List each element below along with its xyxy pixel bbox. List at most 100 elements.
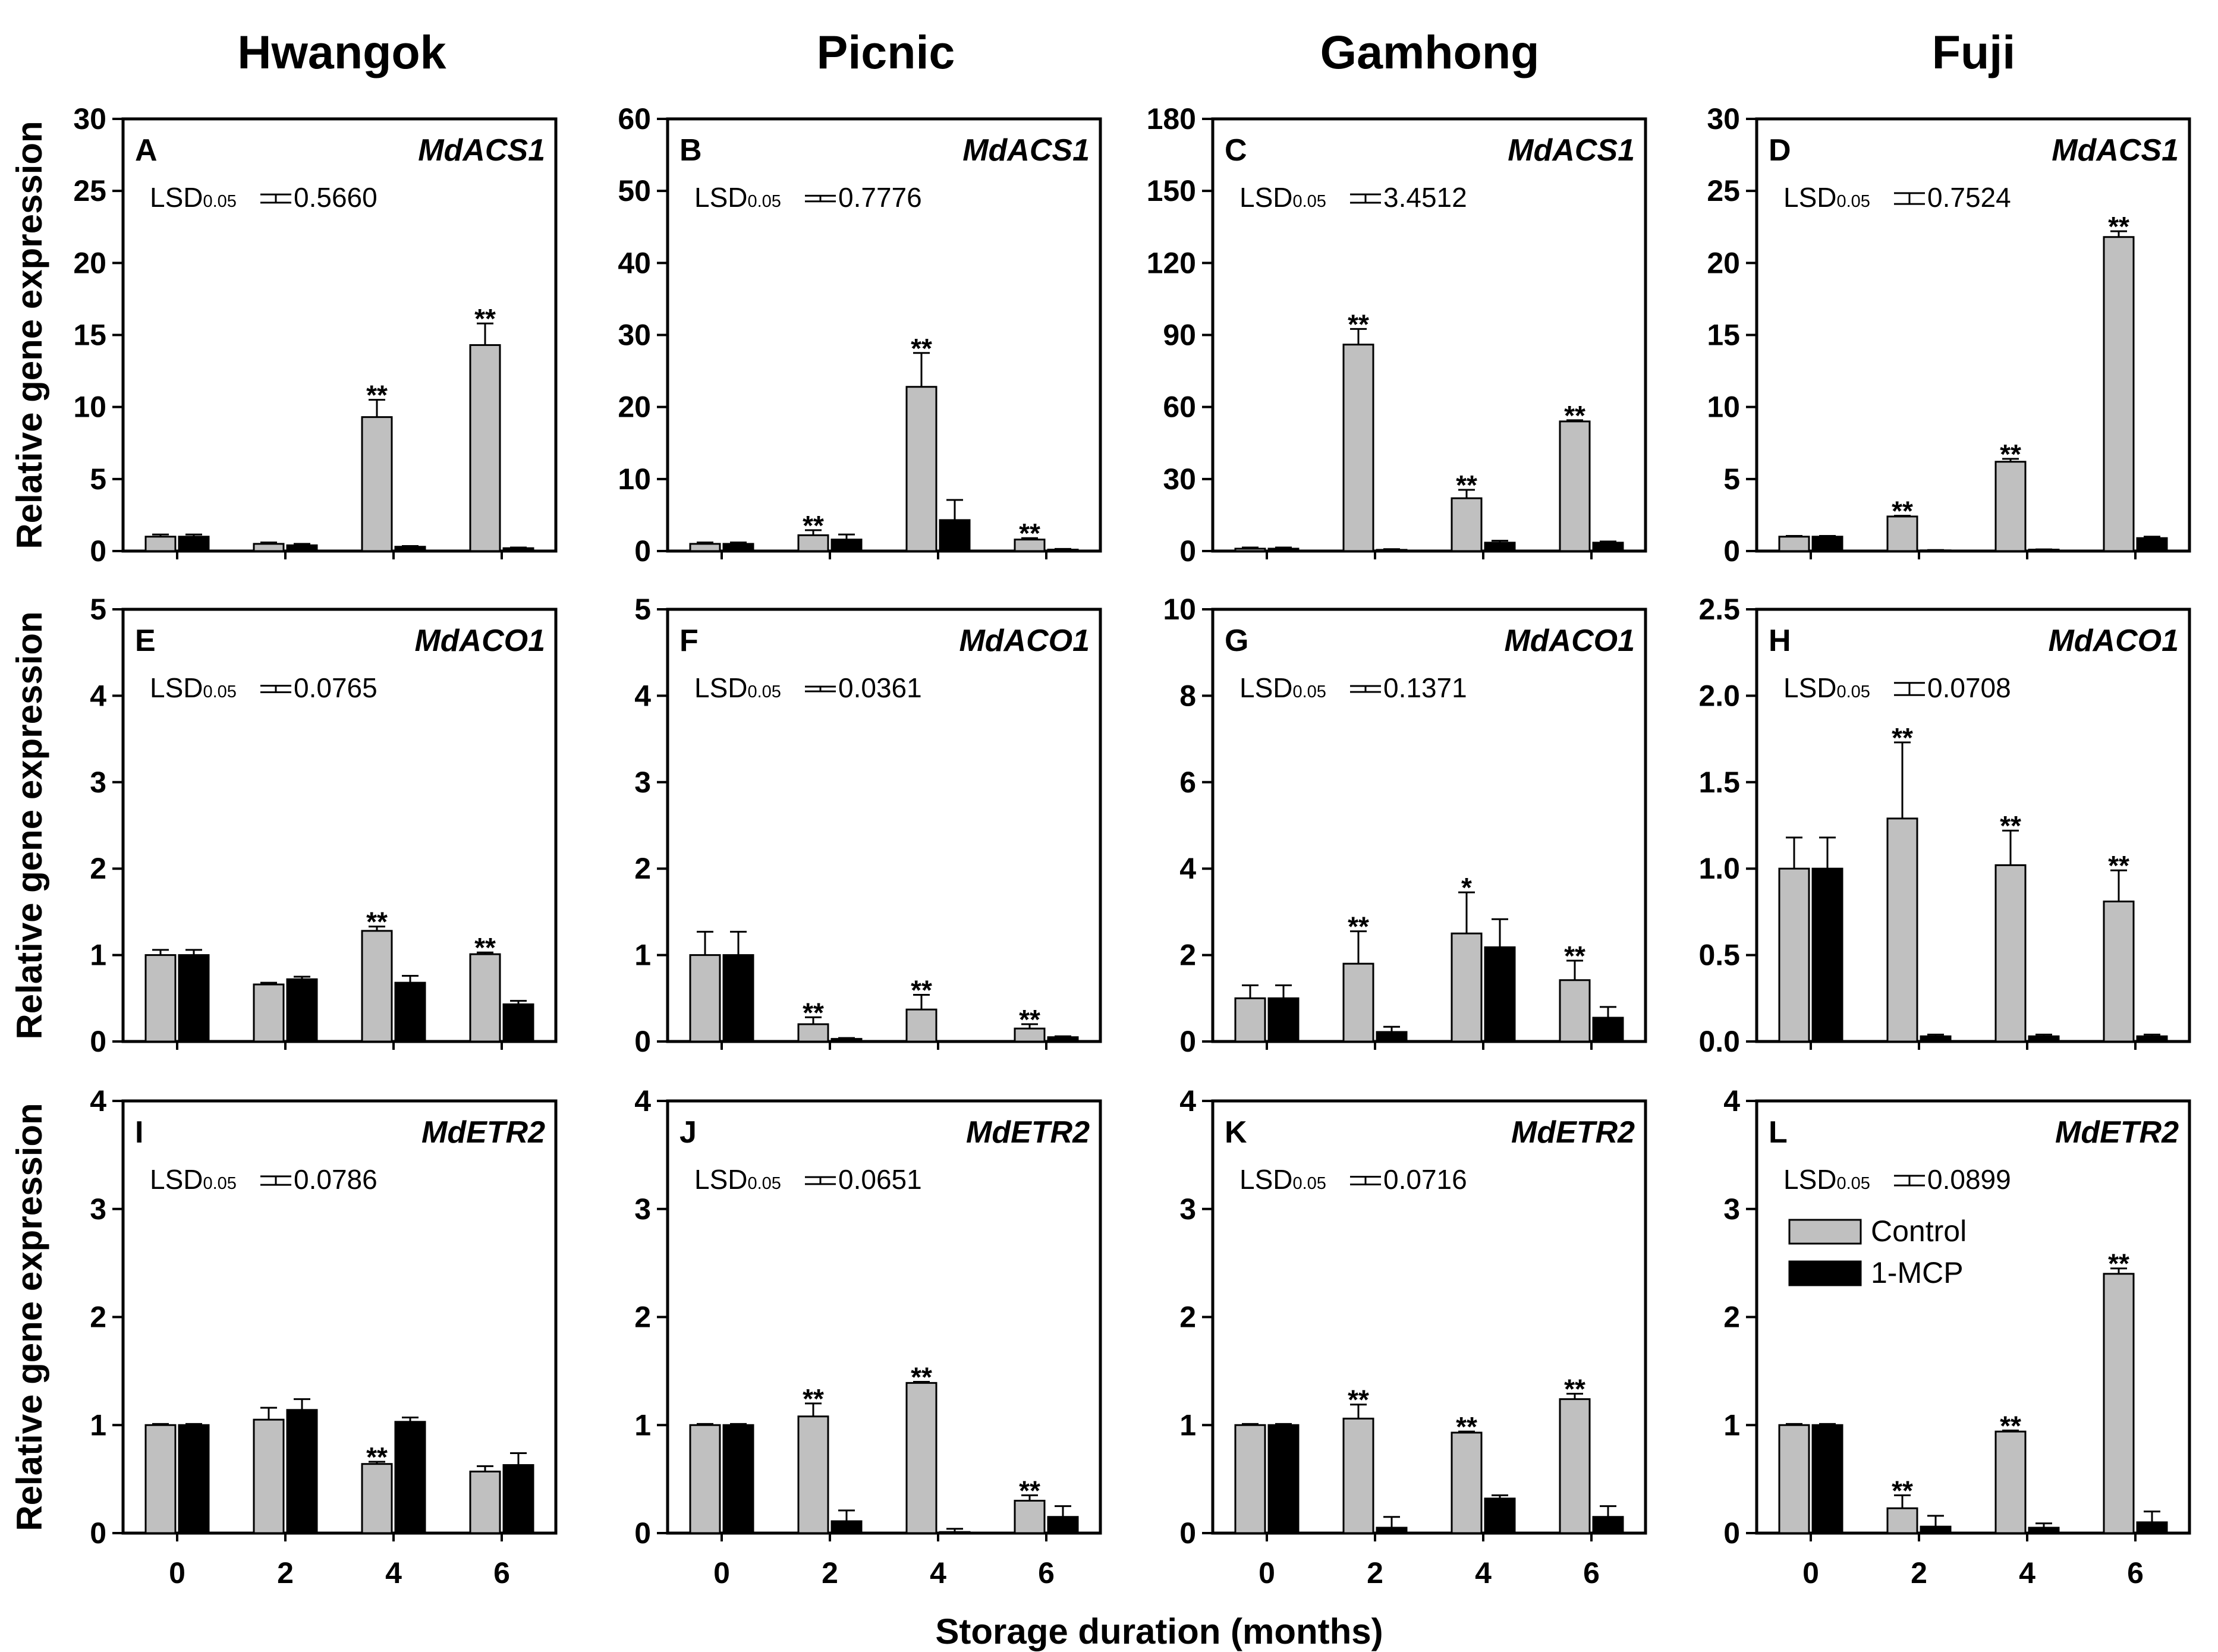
y-tick-label: 1: [90, 1408, 106, 1442]
panel-f: 0 1 2 3 4 5 ** ** ** F MdACO1 LSD0.05 0.0361: [634, 593, 1102, 1058]
panel-letter: D: [1769, 133, 1791, 168]
panel-letter: K: [1225, 1115, 1247, 1150]
y-tick-label: 3: [1179, 1192, 1196, 1226]
bar-1mcp-0: [178, 536, 210, 552]
y-tick-label: 0: [634, 534, 651, 568]
bar-control-2: [253, 1418, 285, 1534]
lsd-label: LSD0.05: [694, 182, 781, 213]
lsd-label: LSD0.05: [150, 672, 237, 703]
plot-frame: [1755, 608, 2191, 1043]
x-tick-label: 2: [277, 1556, 294, 1590]
gene-name: MdACS1: [418, 133, 545, 168]
gene-name: MdETR2: [421, 1115, 545, 1150]
bar-control-2: [1342, 1417, 1374, 1534]
y-tick-label: 0: [1179, 1025, 1196, 1058]
column-title-hwangok: Hwangok: [237, 26, 446, 78]
y-tick-label: 20: [618, 391, 651, 424]
bar-1mcp-0: [1267, 547, 1300, 552]
significance-mark: **: [1019, 1004, 1040, 1035]
bar-control-0: [1778, 867, 1810, 1043]
y-tick-label: 50: [618, 174, 651, 207]
bar-1mcp-6: [1047, 1036, 1079, 1043]
bar-control-2: [797, 1415, 829, 1534]
y-tick-label: 60: [1163, 391, 1196, 424]
bar-control-6: [469, 953, 501, 1043]
y-tick-label: 10: [1707, 391, 1740, 424]
bar-1mcp-0: [1811, 1424, 1843, 1534]
significance-mark: **: [366, 1442, 388, 1472]
y-tick-label: 3: [634, 1192, 651, 1226]
y-tick-label: 4: [1723, 1084, 1740, 1118]
y-axis-label-row-2: Relative gene expression: [10, 611, 49, 1039]
bar-control-0: [144, 536, 177, 552]
gene-name: MdACO1: [414, 624, 545, 658]
bar-1mcp-6: [502, 1464, 534, 1534]
bar-control-4: [1451, 1431, 1483, 1534]
bar-1mcp-6: [1592, 1017, 1624, 1043]
x-axis-label: Storage duration (months): [935, 1612, 1383, 1651]
lsd-value: 0.0786: [294, 1164, 377, 1195]
bar-1mcp-6: [1592, 542, 1624, 552]
significance-mark: **: [1456, 1411, 1477, 1442]
bar-1mcp-2: [830, 1038, 863, 1043]
y-axis-labels: Relative gene expression Relative gene ex…: [10, 121, 49, 1531]
y-tick-label: 10: [618, 462, 651, 496]
column-title-picnic: Picnic: [817, 26, 955, 78]
x-tick-label: 4: [1475, 1556, 1492, 1590]
bar-control-0: [1234, 547, 1266, 552]
bar-control-6: [1559, 420, 1591, 552]
significance-mark: **: [2108, 211, 2129, 242]
bar-1mcp-4: [1484, 946, 1516, 1043]
lsd-label: LSD0.05: [150, 1164, 237, 1195]
bar-1mcp-4: [2028, 1527, 2060, 1534]
y-tick-label: 180: [1147, 102, 1196, 136]
significance-mark: **: [474, 303, 496, 334]
significance-mark: *: [1461, 872, 1472, 903]
y-tick-label: 30: [1163, 462, 1196, 496]
gene-name: MdACO1: [959, 624, 1090, 658]
gene-name: MdACO1: [2048, 624, 2179, 658]
y-tick-label: 1: [634, 1408, 651, 1442]
y-tick-label: 2: [634, 852, 651, 885]
panel-letter: B: [679, 133, 702, 168]
significance-mark: **: [2000, 1410, 2021, 1441]
panel-letter: I: [135, 1115, 143, 1150]
y-tick-label: 150: [1147, 174, 1196, 207]
column-titles: Hwangok Picnic Gamhong Fuji: [237, 26, 2015, 78]
bar-1mcp-6: [1047, 549, 1079, 552]
lsd-value: 0.1371: [1383, 672, 1467, 703]
significance-mark: **: [1892, 496, 1913, 527]
gene-name: MdACS1: [2052, 133, 2179, 168]
y-tick-label: 4: [634, 679, 651, 712]
y-tick-label: 4: [90, 679, 106, 712]
lsd-value: 3.4512: [1383, 182, 1467, 213]
y-tick-label: 2: [1723, 1301, 1740, 1334]
lsd-label: LSD0.05: [1239, 182, 1326, 213]
lsd-value: 0.0361: [838, 672, 922, 703]
panel-l: 0 1 2 3 4 0 2 ** 4 ** 6 ** L MdETR2 LSD0.05 0.0899 Contr…: [1723, 1084, 2191, 1590]
bar-1mcp-4: [2028, 1035, 2060, 1043]
x-tick-label: 6: [2127, 1556, 2144, 1590]
bar-1mcp-0: [1267, 1424, 1300, 1534]
significance-mark: **: [1456, 470, 1477, 501]
y-tick-label: 2.5: [1698, 593, 1740, 626]
y-tick-label: 25: [1707, 174, 1740, 207]
significance-mark: **: [474, 932, 496, 963]
bar-control-4: [1994, 461, 2027, 552]
significance-mark: **: [911, 974, 932, 1005]
bar-1mcp-0: [178, 1424, 210, 1534]
column-title-gamhong: Gamhong: [1320, 26, 1540, 78]
x-tick-label: 6: [1583, 1556, 1600, 1590]
y-tick-label: 25: [73, 174, 106, 207]
lsd-label: LSD0.05: [150, 182, 237, 213]
bar-1mcp-2: [1376, 1527, 1408, 1534]
y-tick-label: 0.5: [1698, 939, 1740, 972]
significance-mark: **: [803, 510, 824, 541]
y-tick-label: 2: [90, 852, 106, 885]
bar-control-2: [1886, 1507, 1918, 1534]
significance-mark: **: [366, 380, 388, 411]
bar-1mcp-4: [394, 546, 426, 552]
y-axis-label-row-1: Relative gene expression: [10, 121, 49, 549]
y-tick-label: 0: [90, 1025, 106, 1058]
